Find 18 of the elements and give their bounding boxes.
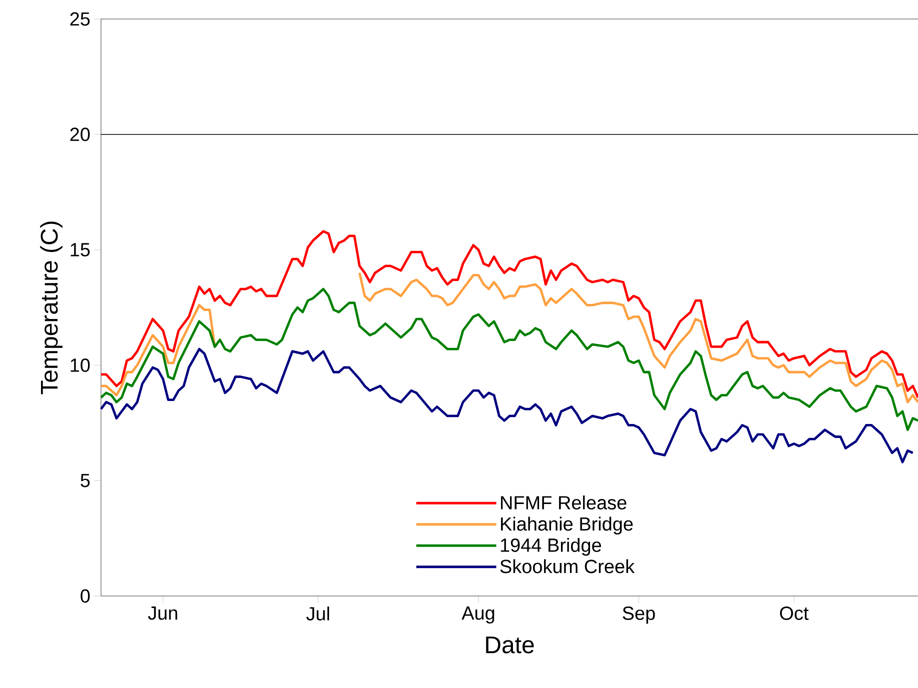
legend-label: Kiahanie Bridge (501, 516, 633, 534)
x-tick-label: Jul (306, 606, 330, 620)
x-tick-label: Aug (462, 606, 494, 624)
x-tick-label: Sep (622, 606, 655, 624)
x-axis-title: Date (486, 636, 534, 654)
x-tick-label: Jun (148, 606, 178, 620)
y-tick-label: 10 (70, 358, 90, 372)
legend-label: NFMF Release (501, 496, 626, 510)
x-tick-label: Oct (780, 606, 809, 620)
legend-label: 1944 Bridge (500, 538, 602, 556)
y-tick-label: 15 (70, 243, 90, 256)
line-series (100, 348, 914, 464)
y-tick-label: 20 (70, 128, 90, 142)
legend-label: Skookum Creek (500, 559, 635, 574)
y-tick-label: 0 (80, 589, 90, 603)
y-axis-title: Temperature (C) (40, 222, 63, 394)
y-tick-label: 25 (70, 12, 90, 26)
y-tick-label: 5 (80, 474, 90, 488)
